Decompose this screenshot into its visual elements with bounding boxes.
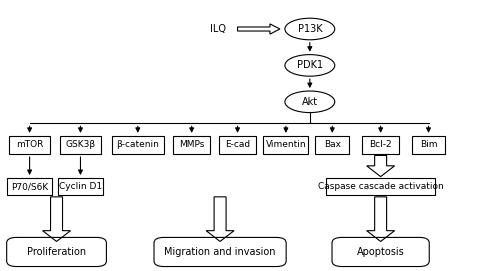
Text: Proliferation: Proliferation <box>27 247 86 257</box>
Text: MMPs: MMPs <box>179 140 204 149</box>
Text: β-catenin: β-catenin <box>116 140 160 149</box>
Text: Cyclin D1: Cyclin D1 <box>59 182 102 191</box>
FancyBboxPatch shape <box>332 237 430 267</box>
FancyBboxPatch shape <box>316 136 349 154</box>
Text: Vimentin: Vimentin <box>266 140 306 149</box>
Text: Apoptosis: Apoptosis <box>357 247 405 257</box>
FancyBboxPatch shape <box>58 178 103 195</box>
Text: Bim: Bim <box>420 140 438 149</box>
Text: Bax: Bax <box>324 140 341 149</box>
FancyBboxPatch shape <box>7 178 52 195</box>
Text: Akt: Akt <box>302 97 318 107</box>
FancyBboxPatch shape <box>6 237 106 267</box>
Text: P13K: P13K <box>298 24 322 34</box>
Text: mTOR: mTOR <box>16 140 44 149</box>
Text: P70/S6K: P70/S6K <box>11 182 48 191</box>
FancyBboxPatch shape <box>412 136 446 154</box>
Text: E-cad: E-cad <box>225 140 250 149</box>
Text: GSK3β: GSK3β <box>66 140 96 149</box>
Text: Migration and invasion: Migration and invasion <box>164 247 276 257</box>
FancyBboxPatch shape <box>173 136 210 154</box>
FancyBboxPatch shape <box>60 136 101 154</box>
FancyBboxPatch shape <box>112 136 164 154</box>
FancyBboxPatch shape <box>362 136 400 154</box>
FancyBboxPatch shape <box>264 136 308 154</box>
FancyBboxPatch shape <box>326 178 436 195</box>
Text: Caspase cascade activation: Caspase cascade activation <box>318 182 444 191</box>
FancyBboxPatch shape <box>154 237 286 267</box>
Text: Bcl-2: Bcl-2 <box>370 140 392 149</box>
Text: PDK1: PDK1 <box>297 60 323 70</box>
FancyBboxPatch shape <box>219 136 256 154</box>
Text: ILQ: ILQ <box>210 24 226 34</box>
FancyBboxPatch shape <box>9 136 50 154</box>
